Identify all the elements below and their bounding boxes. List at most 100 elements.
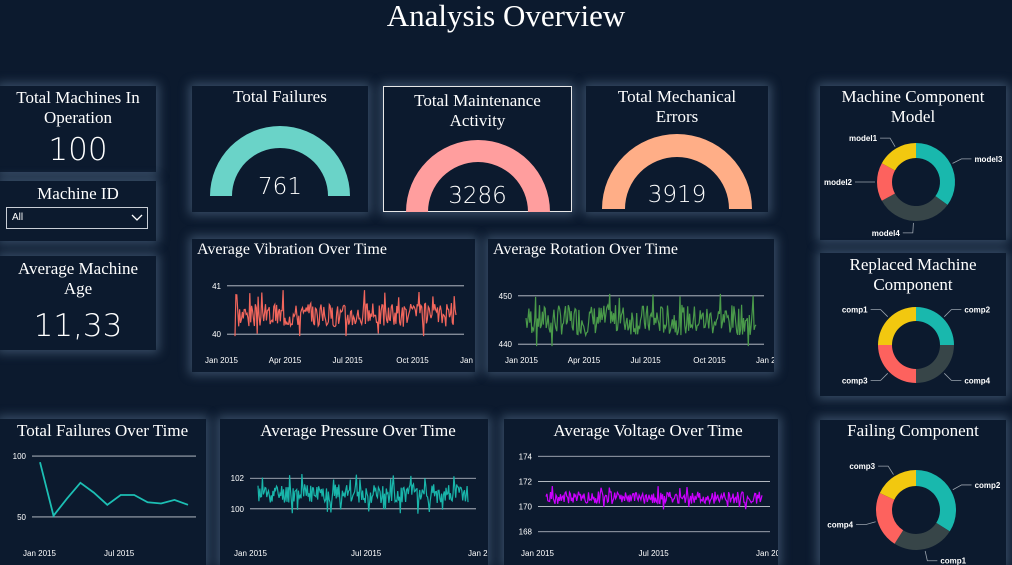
slice-label: comp4 — [827, 521, 853, 530]
kpi-value: 100 — [48, 132, 108, 168]
chart-card-rotation: Average Rotation Over Time 450 440 Jan 201… — [488, 239, 774, 372]
x-tick-label: Jan 2016 — [468, 549, 488, 558]
donut-slice — [881, 193, 948, 221]
y-tick-label: 50 — [17, 513, 26, 522]
chevron-down-icon — [131, 214, 143, 221]
x-tick-label: Jul 2015 — [639, 549, 670, 558]
donut-card-component-model: Machine Component Model model3 model4 mode… — [820, 86, 1006, 240]
gauge-value: 3919 — [647, 182, 707, 208]
leader-line — [880, 137, 896, 147]
chart-title: Failing Component — [847, 421, 979, 440]
donut-slice — [877, 163, 895, 201]
kpi-card-average-age: Average Machine Age 11,33 — [0, 256, 156, 350]
x-tick-label: Jul 2015 — [631, 356, 662, 365]
gauge-title: Total Mechanical Errors — [617, 87, 737, 126]
x-tick-label: Jan 2015 — [505, 356, 538, 365]
slice-label: model2 — [824, 178, 853, 187]
gauge-arc — [210, 126, 350, 196]
chart-title: Average Pressure Over Time — [260, 421, 456, 440]
x-tick-label: Jan 2015 — [521, 549, 554, 558]
donut-slice — [878, 307, 916, 345]
donut-slice — [894, 522, 950, 550]
x-tick-label: Jul 2015 — [104, 549, 135, 558]
chart-title: Replaced Machine Component — [849, 255, 977, 294]
x-tick-label: Jan 2015 — [234, 549, 267, 558]
gauge-value: 761 — [258, 174, 302, 200]
donut-slice — [878, 345, 916, 383]
x-tick-label: Jan 2015 — [205, 356, 238, 365]
donut-slice — [916, 470, 956, 532]
series-line — [257, 473, 469, 514]
chart-card-vibration: Average Vibration Over Time 41 40 Jan 2015… — [192, 239, 475, 372]
donut-slice — [879, 470, 916, 500]
kpi-card-total-machines: Total Machines In Operation 100 — [0, 86, 156, 172]
chart-title: Machine Component Model — [841, 87, 985, 126]
y-tick-label: 450 — [499, 292, 513, 301]
chart-title: Average Vibration Over Time — [197, 241, 387, 258]
y-tick-label: 440 — [499, 340, 513, 349]
failures-over-time-line-chart: 100 50 Jan 2015 Jul 2015 — [13, 452, 196, 558]
x-tick-label: Jan 2016 — [460, 356, 475, 365]
donut-card-failing-component: Failing Component comp2 comp1 comp4 comp3 — [820, 420, 1006, 565]
series-line — [234, 290, 457, 337]
chart-title: Average Voltage Over Time — [553, 421, 743, 440]
chart-card-failures-over-time: Total Failures Over Time 100 50 Jan 2015 Ju… — [0, 419, 206, 565]
machine-id-dropdown[interactable]: All — [6, 207, 148, 229]
x-tick-label: Apr 2015 — [568, 356, 601, 365]
gauge-card-total-failures: Total Failures 761 — [192, 86, 368, 212]
kpi-title: Total Machines In Operation — [16, 88, 140, 127]
y-tick-label: 174 — [519, 452, 533, 461]
gauge-fill — [602, 134, 752, 209]
gauge-card-total-maintenance: Total Maintenance Activity 3286 — [383, 86, 572, 212]
x-tick-label: Oct 2015 — [396, 356, 429, 365]
kpi-title: Average Machine Age — [17, 259, 139, 298]
gauge-card-mechanical-errors: Total Mechanical Errors 3919 — [586, 86, 768, 212]
slice-label: model3 — [974, 155, 1003, 164]
component-model-donut: model3 model4 model2 model1 — [824, 134, 1003, 238]
slice-label: model1 — [849, 134, 878, 143]
leader-line — [870, 373, 888, 381]
donut-slice — [916, 307, 954, 345]
y-tick-label: 172 — [519, 477, 533, 486]
leader-line — [902, 222, 914, 234]
gauge-value: 3286 — [448, 183, 507, 209]
leader-line — [952, 484, 972, 491]
x-tick-label: Apr 2015 — [269, 356, 302, 365]
slice-label: comp1 — [940, 557, 966, 565]
gauge-fill — [210, 126, 350, 196]
x-tick-label: Oct 2015 — [693, 356, 726, 365]
slice-label: comp2 — [964, 306, 990, 315]
donut-slice — [881, 143, 916, 171]
leader-line — [870, 309, 888, 317]
donut-slice — [876, 492, 904, 544]
slice-label: comp3 — [842, 376, 868, 385]
slice-label: comp2 — [975, 481, 1001, 490]
leader-line — [944, 309, 962, 317]
machine-id-slicer: Machine ID All — [0, 181, 156, 241]
rotation-line-chart: 450 440 Jan 2015 Apr 2015 Jul 2015 Oct 2015 Ja… — [499, 292, 774, 365]
gauge-fill — [406, 140, 550, 212]
leader-line — [944, 373, 962, 381]
gauge-title: Total Maintenance Activity — [414, 91, 541, 130]
donut-card-replaced-component: Replaced Machine Component comp2 comp4 com… — [820, 253, 1006, 396]
chart-card-pressure: Average Pressure Over Time 102 100 Jan 201… — [220, 419, 488, 565]
gauge-title: Total Failures — [233, 87, 327, 106]
replaced-component-donut: comp2 comp4 comp3 comp1 — [842, 306, 991, 386]
donut-slice — [916, 143, 955, 205]
leader-line — [952, 158, 972, 164]
failing-component-donut: comp2 comp1 comp4 comp3 — [827, 462, 1001, 565]
y-tick-label: 170 — [519, 503, 533, 512]
page-title: Analysis Overview — [386, 0, 626, 33]
vibration-line-chart: 41 40 Jan 2015 Apr 2015 Jul 2015 Oct 2015 Jan … — [205, 282, 475, 365]
slice-label: comp3 — [849, 462, 875, 471]
leader-line — [856, 521, 876, 525]
y-tick-label: 40 — [212, 330, 221, 339]
series-line — [39, 461, 189, 518]
x-tick-label: Jul 2015 — [333, 356, 364, 365]
slicer-title: Machine ID — [37, 184, 119, 203]
y-tick-label: 41 — [212, 282, 221, 291]
gauge-arc — [406, 140, 550, 212]
series-line — [525, 293, 757, 347]
slice-label: comp1 — [842, 306, 868, 315]
dropdown-value: All — [12, 212, 24, 223]
